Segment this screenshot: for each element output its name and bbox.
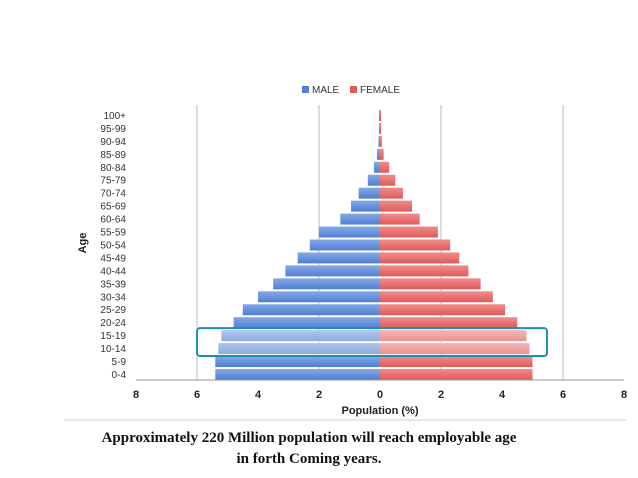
x-tick-labels: 8 6 4 2 0 2 4 6 8 bbox=[133, 389, 627, 401]
y-tick-label: 70-74 bbox=[100, 189, 126, 200]
y-tick-label: 15-19 bbox=[100, 331, 126, 342]
y-axis-title: Age bbox=[77, 233, 89, 254]
bar-male-45-49 bbox=[297, 252, 380, 264]
y-tick-label: 95-99 bbox=[100, 124, 126, 135]
legend-label-male: MALE bbox=[312, 85, 340, 96]
y-tick-label: 20-24 bbox=[100, 318, 126, 329]
bar-male-55-59 bbox=[319, 226, 380, 238]
bar-female-0-4 bbox=[380, 368, 533, 380]
bar-male-100+ bbox=[379, 109, 380, 121]
y-tick-label: 25-29 bbox=[100, 305, 126, 316]
x-tick-label: 8 bbox=[133, 389, 139, 401]
x-tick-label: 2 bbox=[438, 389, 444, 401]
legend-swatch-male bbox=[302, 86, 309, 93]
x-tick-label: 2 bbox=[316, 389, 322, 401]
bar-male-20-24 bbox=[233, 317, 380, 329]
x-tick-label: 4 bbox=[255, 389, 262, 401]
legend: MALE FEMALE bbox=[302, 85, 400, 96]
bar-female-60-64 bbox=[380, 213, 420, 225]
x-tick-label: 4 bbox=[499, 389, 506, 401]
caption-line-2: in forth Coming years. bbox=[236, 451, 382, 467]
bar-female-35-39 bbox=[380, 278, 481, 290]
bar-male-95-99 bbox=[379, 122, 380, 134]
bar-female-55-59 bbox=[380, 226, 438, 238]
bar-male-80-84 bbox=[373, 161, 380, 173]
bar-male-40-44 bbox=[285, 265, 380, 277]
legend-swatch-female bbox=[350, 86, 357, 93]
bar-female-100+ bbox=[380, 109, 381, 121]
y-tick-label: 60-64 bbox=[100, 215, 126, 226]
y-tick-label: 65-69 bbox=[100, 202, 126, 213]
bar-male-5-9 bbox=[215, 356, 380, 368]
bar-male-60-64 bbox=[340, 213, 380, 225]
highlight-box bbox=[196, 327, 548, 358]
bar-female-50-54 bbox=[380, 239, 451, 251]
bar-female-75-79 bbox=[380, 174, 396, 186]
x-tick-label: 8 bbox=[621, 389, 627, 401]
bar-male-30-34 bbox=[258, 291, 380, 303]
y-tick-label: 30-34 bbox=[100, 292, 126, 303]
highlight-rect bbox=[196, 327, 548, 358]
y-tick-label: 45-49 bbox=[100, 253, 126, 264]
bar-female-90-94 bbox=[380, 135, 382, 147]
bar-female-40-44 bbox=[380, 265, 469, 277]
bar-male-10-14 bbox=[218, 343, 380, 355]
bar-female-85-89 bbox=[380, 148, 384, 160]
bar-male-0-4 bbox=[215, 368, 380, 380]
y-tick-label: 50-54 bbox=[100, 240, 126, 251]
bar-female-20-24 bbox=[380, 317, 518, 329]
y-tick-label: 85-89 bbox=[100, 150, 126, 161]
bar-female-65-69 bbox=[380, 200, 413, 212]
y-tick-label: 100+ bbox=[103, 111, 126, 122]
bar-male-35-39 bbox=[273, 278, 380, 290]
y-tick-labels: 0-4 5-9 10-14 15-19 20-24 25-29 30-34 35-39 40-4… bbox=[100, 111, 126, 381]
bar-female-10-14 bbox=[380, 343, 530, 355]
y-tick-label: 90-94 bbox=[100, 137, 126, 148]
y-tick-label: 5-9 bbox=[112, 357, 127, 368]
x-tick-label: 6 bbox=[194, 389, 200, 401]
bar-male-90-94 bbox=[378, 135, 380, 147]
bar-female-25-29 bbox=[380, 304, 506, 316]
y-tick-label: 0-4 bbox=[112, 370, 127, 381]
y-tick-label: 55-59 bbox=[100, 228, 126, 239]
y-tick-label: 75-79 bbox=[100, 176, 126, 187]
bar-male-15-19 bbox=[221, 330, 380, 342]
bar-female-5-9 bbox=[380, 356, 533, 368]
x-tick-label: 6 bbox=[560, 389, 566, 401]
y-tick-label: 35-39 bbox=[100, 279, 126, 290]
bar-female-30-34 bbox=[380, 291, 493, 303]
legend-label-female: FEMALE bbox=[360, 85, 400, 96]
bar-male-75-79 bbox=[367, 174, 380, 186]
y-tick-label: 40-44 bbox=[100, 266, 126, 277]
bar-male-25-29 bbox=[242, 304, 380, 316]
bar-female-70-74 bbox=[380, 187, 403, 199]
x-tick-label: 0 bbox=[377, 389, 383, 401]
bar-female-45-49 bbox=[380, 252, 460, 264]
x-axis-title: Population (%) bbox=[342, 405, 419, 417]
y-tick-label: 10-14 bbox=[100, 344, 126, 355]
y-tick-label: 80-84 bbox=[100, 163, 126, 174]
bar-male-70-74 bbox=[358, 187, 380, 199]
bar-male-65-69 bbox=[351, 200, 380, 212]
bar-male-85-89 bbox=[376, 148, 380, 160]
caption-line-1: Approximately 220 Million population wil… bbox=[101, 430, 517, 446]
bar-female-80-84 bbox=[380, 161, 390, 173]
bar-male-50-54 bbox=[309, 239, 380, 251]
bars bbox=[215, 109, 533, 380]
bar-female-95-99 bbox=[380, 122, 381, 134]
bar-female-15-19 bbox=[380, 330, 527, 342]
